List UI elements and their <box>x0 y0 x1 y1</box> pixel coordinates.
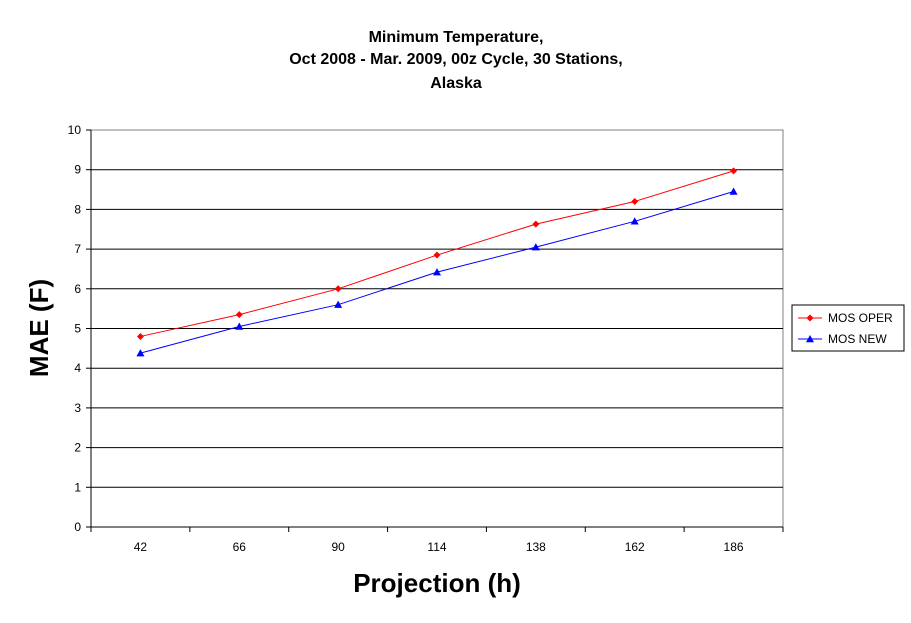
chart-title-line-1: Minimum Temperature, <box>369 29 544 46</box>
series-mos-oper <box>136 167 738 340</box>
y-tick-label: 8 <box>74 202 81 216</box>
legend: MOS OPER MOS NEW <box>791 304 905 352</box>
x-tick-label: 114 <box>427 540 446 554</box>
data-point <box>334 300 343 308</box>
data-point <box>631 197 639 205</box>
chart-title: Minimum Temperature, Oct 2008 - Mar. 200… <box>289 29 623 92</box>
legend-marker <box>806 314 814 322</box>
data-point <box>136 349 145 357</box>
legend-label: MOS NEW <box>828 332 887 346</box>
data-point <box>235 311 243 319</box>
x-tick-label: 42 <box>134 540 148 554</box>
x-tick-label: 138 <box>526 540 546 554</box>
y-axis-title: MAE (F) <box>24 279 54 377</box>
data-point <box>532 220 540 228</box>
y-tick-label: 0 <box>74 520 81 534</box>
data-point <box>136 332 144 340</box>
data-point <box>334 285 342 293</box>
data-point <box>729 187 738 195</box>
y-tick-label: 4 <box>74 361 81 375</box>
chart-title-line-3: Alaska <box>430 75 482 92</box>
data-point <box>433 268 441 276</box>
x-axis-title: Projection (h) <box>353 568 521 598</box>
data-point <box>630 217 639 225</box>
legend-marker <box>806 335 814 343</box>
series-lines <box>136 167 738 357</box>
legend-box <box>791 304 905 352</box>
chart-title-line-2: Oct 2008 - Mar. 2009, 00z Cycle, 30 Stat… <box>289 51 623 68</box>
data-point <box>235 322 244 330</box>
y-tick-label: 1 <box>74 480 81 494</box>
gridlines <box>91 169 783 488</box>
data-point <box>433 251 441 259</box>
y-tick-label: 3 <box>74 401 81 415</box>
x-tick-label: 66 <box>233 540 247 554</box>
legend-entry: MOS OPER <box>798 311 893 325</box>
y-tick-label: 6 <box>74 282 81 296</box>
x-tick-label: 90 <box>331 540 345 554</box>
x-tick-label: 162 <box>625 540 645 554</box>
y-tick-label: 7 <box>74 242 81 256</box>
y-tick-label: 5 <box>74 322 81 336</box>
legend-entry: MOS NEW <box>798 332 887 346</box>
data-point <box>531 243 540 251</box>
y-tick-label: 2 <box>74 441 81 455</box>
y-tick-label: 9 <box>74 163 81 177</box>
y-axis: 0 1 2 3 4 5 6 7 8 9 10 <box>68 123 92 534</box>
data-point <box>730 167 738 175</box>
y-tick-label: 10 <box>68 123 82 137</box>
series-mos-new <box>136 187 738 357</box>
x-tick-label: 186 <box>724 540 744 554</box>
legend-label: MOS OPER <box>828 311 893 325</box>
x-axis: 42 66 90 114 138 162 186 <box>90 526 784 554</box>
